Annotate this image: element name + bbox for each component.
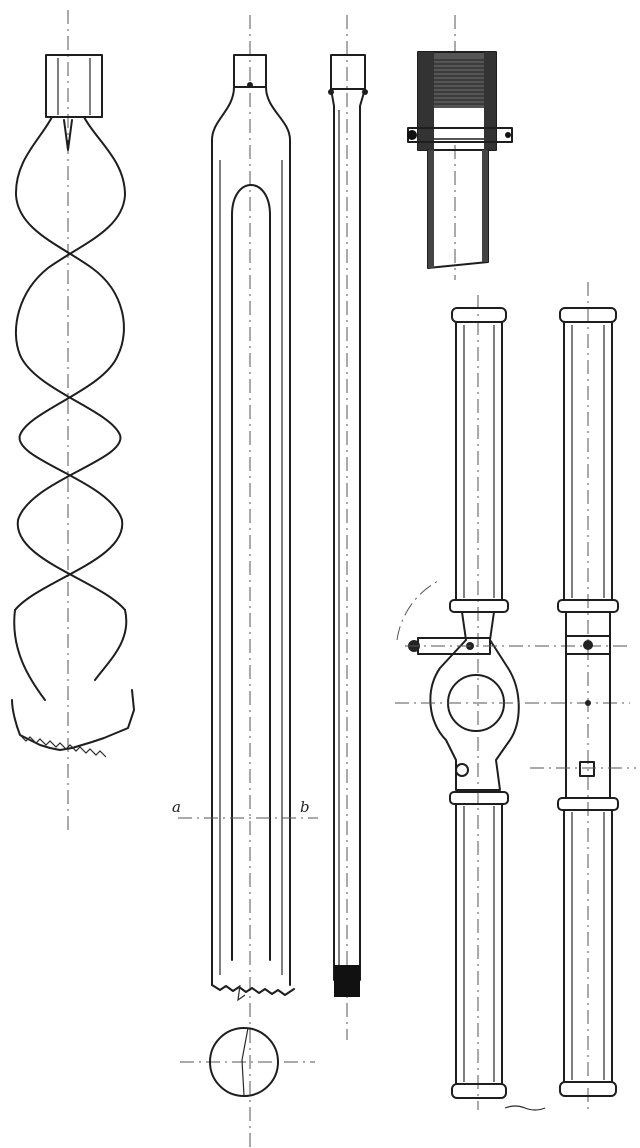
lower-grip-collar [449,791,509,805]
open-tube-auger [178,15,318,1148]
tube-cross-section [180,1027,315,1097]
section-label-a: a [172,798,181,816]
swing-arc [396,579,441,641]
side-clamp-band [565,635,611,655]
section-label-b: b [300,798,310,816]
rod-tip [334,965,360,997]
side-lower-cap [559,1081,617,1097]
lower-grip [455,803,503,1085]
upper-grip [455,321,503,601]
upper-grip-cap [451,307,507,323]
coupling-thread-hatch [434,59,484,105]
side-clamp-nut [579,761,595,777]
lower-grip-cap [451,1083,507,1099]
handle-with-clamp [395,295,630,1111]
clamp-hinge-pin [455,763,469,777]
spiral-auger [11,10,135,835]
auger-socket [45,54,103,118]
upper-grip-collar [449,599,509,613]
clamp-body [429,611,520,791]
handle-side-view [530,282,636,1110]
extension-rod [328,15,368,1040]
rod-socket [330,54,366,90]
socket-coupling [407,15,513,280]
